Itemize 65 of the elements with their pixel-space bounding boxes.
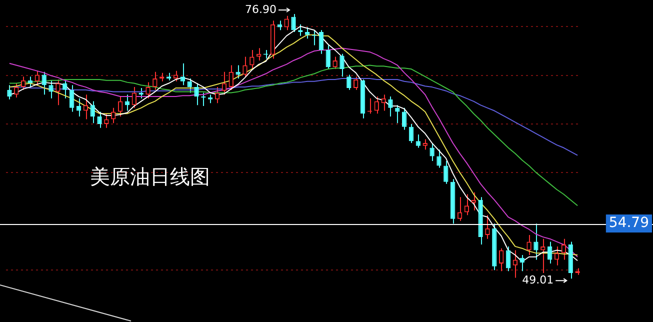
candlestick (28, 76, 33, 88)
candlestick (416, 134, 421, 148)
candlestick (242, 56, 248, 78)
candlestick (561, 238, 566, 260)
candlestick (305, 26, 310, 40)
candlestick (332, 56, 338, 70)
candlestick (228, 64, 234, 90)
candlestick (430, 142, 434, 162)
candlestick (132, 86, 136, 108)
candlestick (471, 192, 476, 211)
candlestick (90, 100, 95, 124)
candlestick (20, 76, 26, 90)
candlestick (187, 78, 192, 94)
candlestick (512, 250, 518, 278)
candlestick (291, 14, 296, 33)
candlestick (388, 96, 393, 117)
candlestick (277, 20, 282, 31)
candlestick (354, 76, 358, 90)
candlestick (83, 94, 88, 120)
candlestick (408, 124, 414, 144)
ref-line-label: 54.79 (608, 215, 650, 232)
candlestick (498, 248, 504, 272)
candlestick (62, 80, 68, 99)
candlestick (69, 84, 74, 112)
candlestick (444, 160, 448, 184)
candlestick (374, 96, 379, 114)
annotation: 49.01 (522, 273, 554, 286)
candlestick (340, 53, 344, 78)
candlestick (395, 104, 400, 124)
candlestick (34, 70, 40, 86)
candlestick (346, 74, 352, 90)
candlestick (76, 98, 82, 117)
candlestick (534, 223, 538, 260)
candlestick (284, 15, 289, 31)
candlestick (464, 194, 470, 216)
candlestick (326, 44, 330, 70)
candlestick (214, 86, 220, 104)
candlestick (436, 149, 442, 168)
candlestick (42, 71, 46, 96)
candlestick (250, 50, 254, 70)
candlestick (381, 94, 386, 112)
candlestick (97, 111, 102, 128)
candlestick (14, 82, 19, 98)
candlestick (554, 246, 560, 266)
candlestick (402, 107, 407, 130)
candlestick (222, 71, 227, 96)
candlestick (547, 241, 552, 264)
candlestick (111, 107, 116, 124)
candlestick (146, 82, 150, 99)
candlestick (180, 62, 185, 86)
candlestick (7, 84, 12, 100)
annotation: 76.90 (245, 2, 276, 16)
candlestick (104, 113, 109, 128)
candlestick (506, 246, 511, 272)
candlestick (48, 80, 54, 99)
candlestick (173, 70, 178, 82)
candlestick (194, 82, 199, 106)
candlestick (485, 214, 490, 240)
candlestick (318, 30, 324, 54)
candlestick (457, 196, 462, 222)
candlestick (152, 71, 158, 90)
text: 美原油日线图 (90, 164, 210, 188)
candlestick (422, 138, 428, 150)
candlestick (526, 234, 532, 256)
candlestick (56, 78, 60, 106)
